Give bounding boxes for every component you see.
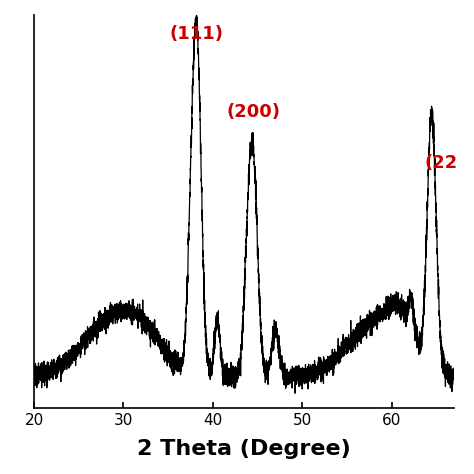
Text: (111): (111) (170, 25, 224, 43)
Text: (200): (200) (226, 103, 280, 121)
Text: (22: (22 (424, 154, 457, 172)
X-axis label: 2 Theta (Degree): 2 Theta (Degree) (137, 439, 351, 459)
